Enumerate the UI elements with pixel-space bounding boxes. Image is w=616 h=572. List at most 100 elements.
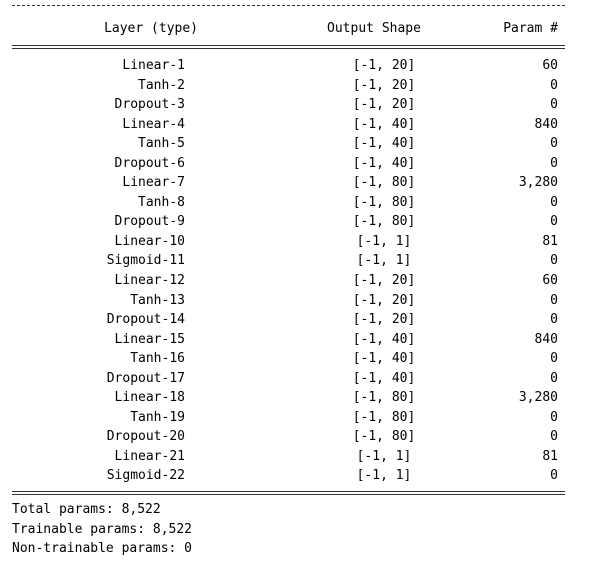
param-count: 81 [542,448,558,464]
param-count: 60 [542,273,558,289]
table-row: Linear-1 [-1, 20] 60 [12,56,568,76]
header-layer-type: Layer (type) [104,21,198,36]
table-row: Tanh-5 [-1, 40] 0 [12,134,568,154]
table-row: Linear-12 [-1, 20] 60 [12,271,568,291]
layer-name: Dropout-9 [114,214,185,230]
output-shape: [-1, 20] [352,292,416,308]
table-row: Tanh-16 [-1, 40] 0 [12,349,568,369]
layer-name: Dropout-3 [114,97,185,113]
non-trainable-params: Non-trainable params: 0 [12,541,193,557]
table-row: Dropout-9 [-1, 80] 0 [12,212,568,232]
param-count: 3,280 [518,175,558,191]
output-shape: [-1, 80] [352,409,416,425]
layer-name: Dropout-17 [106,370,185,386]
param-count: 0 [550,253,558,269]
layer-name: Dropout-20 [106,429,185,445]
layer-name: Linear-12 [114,273,185,289]
output-shape: [-1, 80] [352,175,416,191]
table-row: Linear-15 [-1, 40] 840 [12,330,568,350]
param-count: 0 [550,214,558,230]
param-count: 0 [550,292,558,308]
output-shape: [-1, 1] [356,468,412,484]
table-row: Linear-18 [-1, 80] 3,280 [12,388,568,408]
header-output-shape: Output Shape [327,21,421,36]
param-count: 840 [534,331,558,347]
table-row: Tanh-19 [-1, 80] 0 [12,408,568,428]
table-row: Dropout-14 [-1, 20] 0 [12,310,568,330]
param-count: 0 [550,97,558,113]
output-shape: [-1, 1] [356,253,412,269]
table-row: Tanh-13 [-1, 20] 0 [12,291,568,311]
output-shape: [-1, 20] [352,77,416,93]
output-shape: [-1, 40] [352,116,416,132]
layer-name: Linear-10 [114,233,185,249]
param-count: 0 [550,429,558,445]
table-row: Dropout-17 [-1, 40] 0 [12,369,568,389]
layer-name: Tanh-8 [138,194,185,210]
output-shape: [-1, 20] [352,58,416,73]
param-count: 0 [550,155,558,171]
layer-name: Tanh-5 [138,136,185,152]
table-row: Linear-7 [-1, 80] 3,280 [12,173,568,193]
output-shape: [-1, 20] [352,312,416,328]
param-count: 840 [534,116,558,132]
param-count: 0 [550,409,558,425]
model-summary: Layer (type) Output Shape Param # Linear… [12,0,568,559]
layer-name: Tanh-2 [138,77,185,93]
top-dashed-rule [12,0,565,10]
table-row: Dropout-6 [-1, 40] 0 [12,154,568,174]
param-count: 0 [550,468,558,484]
trainable-params: Trainable params: 8,522 [12,521,193,537]
layer-name: Linear-7 [122,175,185,191]
param-count: 0 [550,351,558,367]
output-shape: [-1, 40] [352,370,416,386]
header-param-count: Param # [503,21,558,36]
layer-name: Linear-18 [114,390,185,406]
param-count: 0 [550,136,558,152]
layer-name: Dropout-14 [106,312,185,328]
footer-double-rule [12,488,565,498]
output-shape: [-1, 40] [352,136,416,152]
total-params: Total params: 8,522 [12,502,161,518]
output-shape: [-1, 80] [352,214,416,230]
layer-name: Tanh-16 [130,351,185,367]
table-row: Tanh-2 [-1, 20] 0 [12,76,568,96]
param-totals: Total params: 8,522 Trainable params: 8,… [12,500,568,559]
output-shape: [-1, 80] [352,194,416,210]
output-shape: [-1, 80] [352,429,416,445]
layer-name: Tanh-13 [130,292,185,308]
param-count: 0 [550,370,558,386]
header-double-rule [12,42,565,52]
output-shape: [-1, 20] [352,97,416,113]
table-row: Sigmoid-22 [-1, 1] 0 [12,466,568,486]
summary-header: Layer (type) Output Shape Param # [12,16,568,42]
table-row: Linear-4 [-1, 40] 840 [12,115,568,135]
output-shape: [-1, 1] [356,448,412,464]
output-shape: [-1, 1] [356,233,412,249]
param-count: 0 [550,194,558,210]
layer-name: Linear-21 [114,448,185,464]
table-row: Tanh-8 [-1, 80] 0 [12,193,568,213]
table-row: Sigmoid-11 [-1, 1] 0 [12,251,568,271]
layer-name: Linear-1 [122,58,185,73]
param-count: 81 [542,233,558,249]
layer-name: Dropout-6 [114,155,185,171]
output-shape: [-1, 20] [352,273,416,289]
output-shape: [-1, 40] [352,331,416,347]
param-count: 0 [550,77,558,93]
param-count: 3,280 [518,390,558,406]
layer-rows: Linear-1 [-1, 20] 60 Tanh-2 [-1, 20] 0 Dropo… [12,56,568,486]
table-row: Linear-21 [-1, 1] 81 [12,447,568,467]
table-row: Dropout-20 [-1, 80] 0 [12,427,568,447]
layer-name: Sigmoid-22 [106,468,185,484]
table-row: Linear-10 [-1, 1] 81 [12,232,568,252]
output-shape: [-1, 80] [352,390,416,406]
output-shape: [-1, 40] [352,155,416,171]
output-shape: [-1, 40] [352,351,416,367]
table-row: Dropout-3 [-1, 20] 0 [12,95,568,115]
layer-name: Sigmoid-11 [106,253,185,269]
param-count: 60 [542,58,558,73]
param-count: 0 [550,312,558,328]
layer-name: Linear-15 [114,331,185,347]
layer-name: Linear-4 [122,116,185,132]
